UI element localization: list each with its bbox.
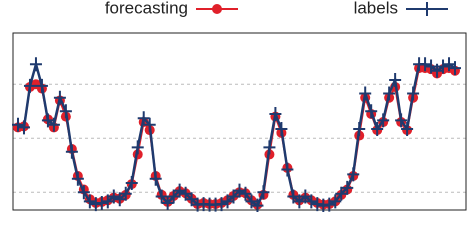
point — [353, 122, 366, 137]
point — [227, 189, 240, 204]
point — [17, 120, 30, 135]
point — [71, 171, 84, 186]
point — [53, 90, 66, 105]
point — [437, 59, 450, 74]
point — [389, 72, 402, 87]
point — [155, 189, 168, 204]
point — [125, 176, 138, 191]
point — [215, 197, 228, 212]
point — [329, 194, 342, 209]
point — [137, 111, 150, 126]
point — [77, 185, 90, 200]
point — [167, 189, 180, 204]
point — [251, 198, 264, 212]
point — [383, 86, 396, 101]
point — [29, 57, 42, 72]
point — [407, 86, 420, 101]
series-line — [17, 59, 456, 208]
point — [371, 122, 384, 137]
point — [401, 122, 414, 137]
point — [161, 195, 174, 210]
point — [173, 183, 186, 198]
chart: forecasting labels — [12, 0, 467, 212]
point — [239, 186, 252, 201]
point — [269, 106, 282, 121]
plot-frame — [12, 32, 467, 211]
point — [419, 57, 432, 72]
point — [83, 194, 96, 209]
point — [119, 186, 132, 201]
point — [23, 78, 36, 93]
point — [95, 195, 108, 210]
point — [395, 113, 408, 128]
legend-item: forecasting — [105, 0, 238, 17]
point — [131, 140, 144, 155]
legend-marker — [212, 4, 222, 14]
point — [65, 144, 78, 159]
point — [449, 61, 461, 76]
point — [89, 197, 102, 212]
point — [341, 180, 354, 195]
point — [323, 197, 336, 212]
point — [305, 194, 318, 209]
point — [347, 167, 360, 182]
point — [311, 197, 324, 212]
point — [12, 117, 24, 132]
point — [257, 185, 270, 200]
point — [143, 117, 156, 132]
point — [59, 104, 72, 119]
point — [47, 117, 60, 132]
point — [233, 183, 246, 198]
legend-label: forecasting — [105, 0, 188, 17]
point — [317, 198, 330, 212]
point — [377, 113, 390, 128]
point — [281, 162, 294, 177]
point — [359, 86, 372, 101]
point — [107, 189, 120, 204]
point — [335, 186, 348, 201]
point — [263, 140, 276, 155]
point — [365, 104, 378, 119]
point — [275, 122, 288, 137]
legend-label: labels — [354, 0, 398, 17]
point — [149, 171, 162, 186]
point — [35, 78, 48, 93]
legend-marker — [421, 2, 433, 16]
legend-item: labels — [354, 0, 448, 17]
